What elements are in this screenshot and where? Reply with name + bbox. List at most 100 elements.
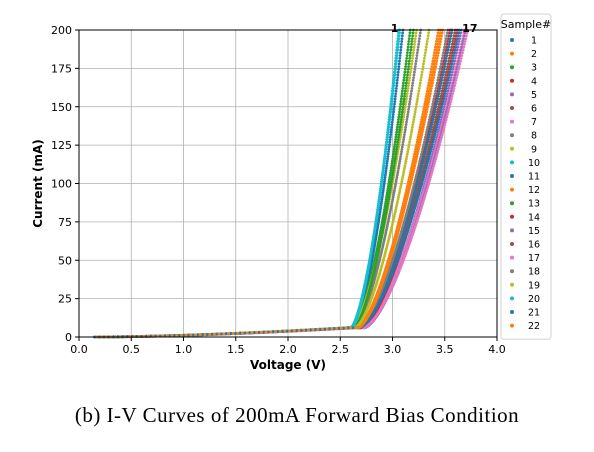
data-point [440, 133, 444, 137]
data-point [425, 152, 429, 156]
data-point [415, 171, 419, 175]
data-point [400, 89, 404, 93]
data-point [392, 150, 396, 154]
data-point [447, 76, 451, 79]
data-point [418, 84, 422, 88]
data-point [419, 166, 423, 170]
data-point [444, 100, 447, 103]
data-point [421, 123, 424, 127]
data-point [408, 56, 412, 60]
data-point [449, 76, 453, 79]
data-point [384, 210, 388, 214]
data-point [395, 178, 398, 181]
data-point [389, 105, 392, 109]
data-point [440, 135, 444, 139]
data-point [427, 145, 431, 149]
data-point [407, 107, 410, 111]
data-point [422, 197, 426, 201]
data-point [423, 152, 427, 156]
data-point [410, 89, 413, 93]
legend-title: Sample# [501, 18, 551, 31]
data-point [421, 159, 425, 163]
data-point [386, 184, 390, 188]
legend-marker [510, 106, 514, 110]
data-point [401, 118, 405, 122]
data-point [402, 76, 406, 79]
data-point [404, 157, 408, 161]
data-point [395, 173, 399, 177]
data-point [442, 59, 446, 63]
legend-label: 7 [531, 117, 537, 128]
data-point [295, 329, 299, 333]
data-point [456, 70, 460, 74]
data-point [438, 45, 441, 49]
data-point [441, 130, 445, 134]
data-point [444, 120, 447, 124]
data-point [382, 184, 386, 188]
data-point [390, 120, 394, 124]
data-point [385, 138, 389, 141]
data-point [412, 48, 416, 52]
data-point [461, 51, 464, 55]
data-point [389, 135, 392, 139]
data-point [402, 115, 405, 119]
data-point [231, 332, 235, 335]
data-point [383, 155, 387, 158]
data-point [435, 37, 439, 41]
data-point [445, 45, 448, 49]
data-point [455, 31, 459, 35]
data-point [378, 189, 382, 193]
data-point [407, 40, 411, 43]
data-point [328, 327, 332, 331]
data-point [410, 125, 414, 129]
legend-label: 12 [528, 185, 540, 196]
data-point [447, 59, 451, 63]
data-point [389, 182, 393, 186]
data-point [443, 76, 447, 79]
data-point [431, 130, 435, 134]
data-point [388, 173, 392, 177]
data-point [453, 81, 457, 85]
data-point [384, 169, 388, 172]
data-point [446, 89, 450, 93]
data-point [386, 189, 390, 193]
data-point [445, 115, 449, 119]
data-point [180, 333, 183, 337]
data-point [425, 128, 429, 132]
data-point [441, 86, 445, 90]
data-point [442, 128, 445, 132]
data-point [397, 113, 401, 116]
data-point [441, 51, 445, 55]
data-point [236, 331, 240, 335]
data-point [437, 128, 441, 132]
data-point [378, 212, 382, 216]
data-point [432, 65, 436, 69]
data-point [408, 100, 412, 103]
data-point [453, 31, 457, 35]
data-point [436, 123, 439, 127]
data-point [390, 94, 394, 98]
data-point [392, 73, 396, 77]
data-point [390, 180, 393, 184]
data-point [412, 115, 416, 119]
data-point [385, 140, 388, 144]
data-point [335, 327, 338, 330]
data-point [429, 173, 433, 177]
data-point [400, 113, 404, 116]
data-point [438, 70, 441, 74]
data-point [413, 110, 417, 114]
data-point [395, 147, 399, 151]
data-point [405, 152, 409, 156]
data-point [375, 210, 379, 214]
data-point [407, 184, 411, 188]
data-point [393, 143, 397, 146]
data-point [316, 328, 320, 331]
data-point [412, 164, 416, 168]
data-point [418, 81, 422, 85]
data-point [430, 65, 434, 69]
data-point [386, 152, 390, 156]
data-point [404, 59, 408, 63]
data-point [394, 86, 398, 90]
data-point [414, 59, 418, 63]
data-point [411, 187, 415, 190]
